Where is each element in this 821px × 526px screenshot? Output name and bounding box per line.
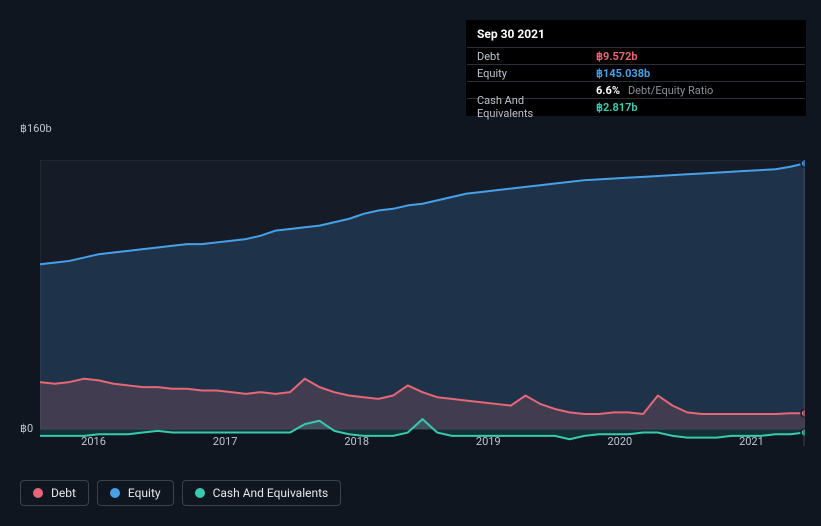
x-tick-label: 2021 bbox=[739, 435, 764, 448]
tooltip-row-value: ฿2.817b bbox=[592, 101, 642, 114]
equity-swatch-icon bbox=[110, 488, 120, 498]
tooltip-row-label: Equity bbox=[467, 67, 592, 80]
chart-legend: Debt Equity Cash And Equivalents bbox=[20, 480, 341, 506]
tooltip-row-label: Debt bbox=[467, 50, 592, 63]
area-chart[interactable] bbox=[40, 160, 805, 446]
cash-swatch-icon bbox=[195, 488, 205, 498]
legend-item-cash[interactable]: Cash And Equivalents bbox=[182, 480, 342, 506]
tooltip-date: Sep 30 2021 bbox=[467, 21, 805, 47]
x-tick-label: 2016 bbox=[81, 435, 106, 448]
tooltip-row-value: ฿9.572b bbox=[592, 50, 642, 63]
tooltip-row-value: ฿145.038b bbox=[592, 67, 654, 80]
legend-label: Equity bbox=[128, 486, 161, 500]
legend-label: Debt bbox=[51, 486, 76, 500]
x-tick-label: 2017 bbox=[213, 435, 238, 448]
x-tick-label: 2018 bbox=[344, 435, 369, 448]
legend-item-equity[interactable]: Equity bbox=[97, 480, 174, 506]
chart-tooltip: Sep 30 2021 Debt฿9.572bEquity฿145.038b 6.… bbox=[466, 20, 806, 116]
y-axis-label-zero: ฿0 bbox=[20, 422, 33, 435]
x-tick-label: 2019 bbox=[476, 435, 501, 448]
tooltip-row-label: Cash And Equivalents bbox=[467, 94, 592, 120]
x-axis-labels: 2016 2017 2018 2019 2020 2021 bbox=[40, 435, 805, 455]
debt-swatch-icon bbox=[33, 488, 43, 498]
tooltip-row-value: 6.6% bbox=[592, 84, 624, 97]
legend-item-debt[interactable]: Debt bbox=[20, 480, 89, 506]
tooltip-row-meta: Debt/Equity Ratio bbox=[624, 84, 713, 97]
legend-label: Cash And Equivalents bbox=[213, 486, 329, 500]
x-tick-label: 2020 bbox=[607, 435, 632, 448]
y-axis-label-max: ฿160b bbox=[20, 122, 52, 135]
